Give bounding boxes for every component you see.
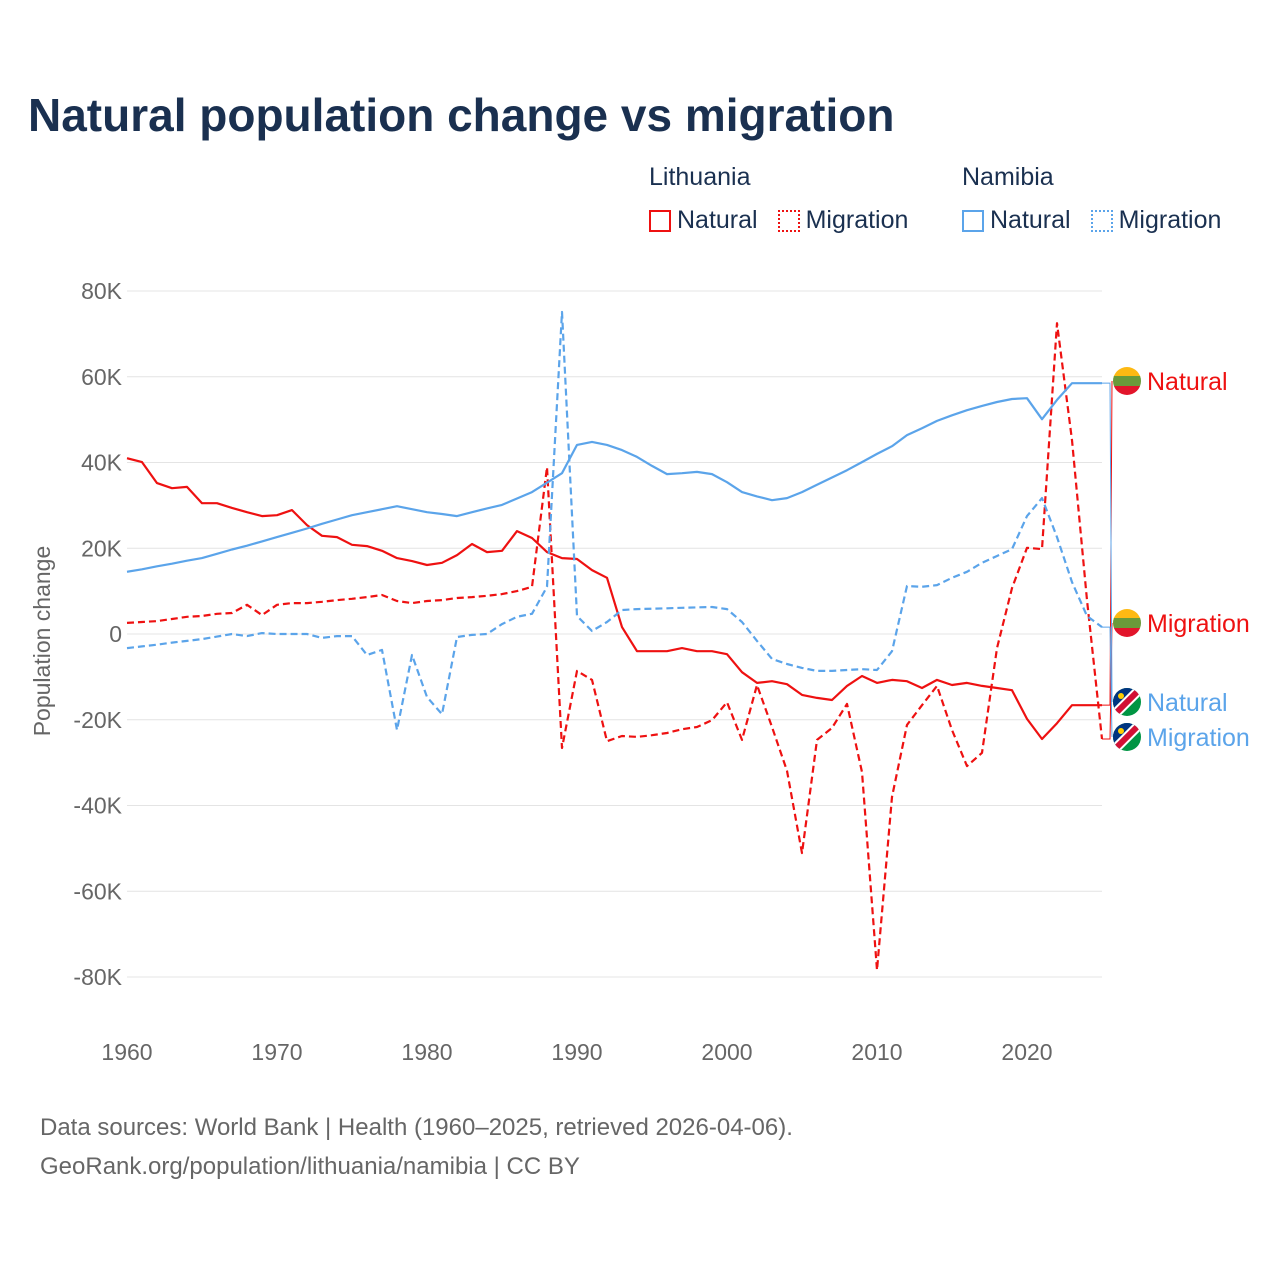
source-link[interactable]: GeoRank.org/population/lithuania/namibia… [40, 1153, 580, 1180]
legend-label: Natural [990, 206, 1071, 234]
legend-swatch-solid [649, 209, 671, 232]
flag-green [1113, 618, 1141, 628]
y-tick-label: -20K [73, 707, 122, 733]
y-tick-label: 20K [81, 535, 123, 561]
x-tick-label: 1980 [401, 1039, 452, 1065]
y-tick-label: 80K [81, 278, 123, 304]
source-line: Data sources: World Bank | Health (1960–… [40, 1114, 793, 1141]
x-tick-label: 1990 [551, 1039, 602, 1065]
y-tick-label: -40K [73, 793, 122, 819]
legend-lithuania: Lithuania Natural Migration [649, 163, 928, 235]
series-line-namibia-natural [126, 382, 1102, 573]
lithuania-flag-icon [1113, 609, 1141, 637]
x-tick-label: 2000 [701, 1039, 752, 1065]
legend-label: Natural [677, 206, 758, 234]
y-tick-label: 60K [81, 364, 123, 390]
legend-swatch-dotted [1090, 209, 1113, 232]
source-note: Data sources: World Bank | Health (1960–… [40, 1108, 793, 1186]
flag-red [1113, 628, 1141, 637]
chart-title: Natural population change vs migration [28, 89, 895, 141]
legend-swatch-dotted [777, 209, 800, 232]
series-line-lithuania-migration [126, 322, 1104, 972]
legend-label: Migration [1118, 206, 1222, 234]
y-tick-label: -80K [73, 964, 122, 990]
legend-label: Migration [805, 206, 909, 234]
legend-country-label: Namibia [962, 163, 1054, 191]
flag-red [1113, 386, 1141, 395]
flag-red-band [1113, 688, 1141, 716]
flag-red-band [1113, 723, 1141, 751]
series-end-label: Natural [1147, 368, 1228, 396]
legend-item-lithuania-migration[interactable]: Migration [777, 206, 909, 235]
flag-yellow [1113, 367, 1141, 377]
flag-green [1113, 376, 1141, 386]
legend-swatch-solid [962, 209, 984, 232]
flag-body [1113, 723, 1141, 751]
x-tick-label: 2010 [851, 1039, 902, 1065]
flag-sun [1118, 693, 1124, 699]
flag-body [1113, 367, 1141, 395]
legend-namibia: Namibia Natural Migration [962, 163, 1221, 235]
x-tick-label: 2020 [1001, 1039, 1052, 1065]
end-label-connector [1102, 626, 1113, 738]
legend-item-lithuania-natural[interactable]: Natural [649, 206, 758, 235]
x-tick-label: 1960 [101, 1039, 152, 1065]
end-label-connector [1102, 380, 1113, 706]
x-tick-label: 1970 [251, 1039, 302, 1065]
y-tick-label: 40K [81, 450, 123, 476]
series-line-lithuania-natural [126, 457, 1102, 741]
series-end-label: Natural [1147, 689, 1228, 717]
flag-body [1113, 609, 1141, 637]
series-line-namibia-migration [126, 310, 1103, 732]
end-label-connector [1102, 382, 1113, 703]
flag-sun [1118, 728, 1124, 734]
flag-body [1113, 688, 1141, 716]
y-tick-label: -60K [73, 878, 122, 904]
flag-yellow [1113, 609, 1141, 619]
y-tick-label: 0 [109, 621, 122, 647]
legend-item-namibia-migration[interactable]: Migration [1090, 206, 1222, 235]
series-end-label: Migration [1147, 610, 1250, 638]
y-axis-label: Population change [29, 546, 55, 737]
legend-item-namibia-natural[interactable]: Natural [962, 206, 1071, 235]
series-end-label: Migration [1147, 724, 1250, 752]
namibia-flag-icon [1113, 688, 1141, 716]
namibia-flag-icon [1113, 723, 1141, 751]
lithuania-flag-icon [1113, 367, 1141, 395]
legend-country-label: Lithuania [649, 163, 751, 191]
